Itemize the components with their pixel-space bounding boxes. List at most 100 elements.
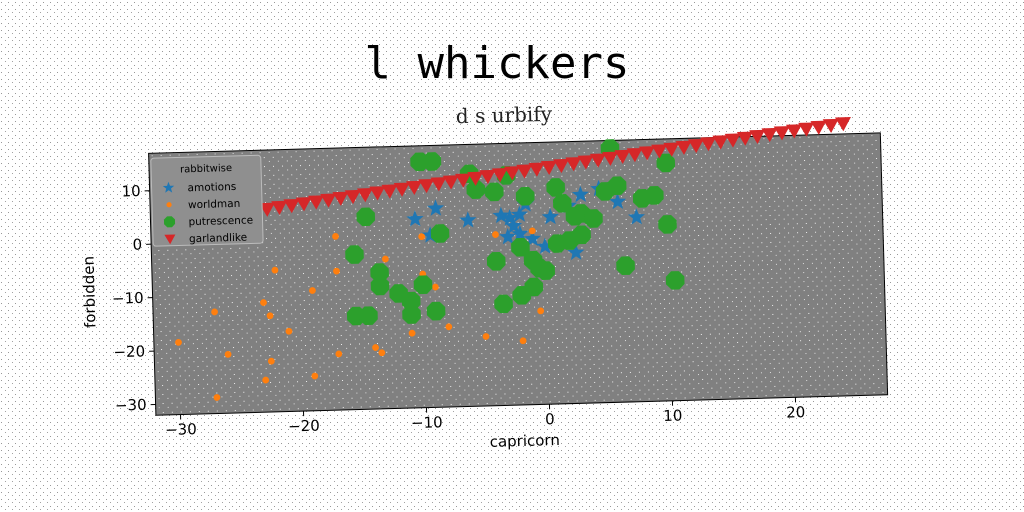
data-point-garlandlike <box>724 133 741 148</box>
data-point-garlandlike <box>516 164 533 179</box>
data-point-putrescence <box>466 180 486 200</box>
legend-marker-amotions <box>162 181 175 193</box>
y-tick-label: 0 <box>132 235 142 253</box>
legend: rabbitwise amotions worldman putrescence ga… <box>150 154 264 247</box>
data-point-worldman <box>335 350 343 358</box>
data-point-garlandlike <box>602 151 619 166</box>
data-point-putrescence <box>402 305 421 324</box>
data-point-garlandlike <box>687 138 704 154</box>
data-point-garlandlike <box>283 198 300 214</box>
data-point-putrescence <box>546 178 566 197</box>
x-tick-label: 10 <box>663 407 683 426</box>
data-point-amotions <box>427 199 445 216</box>
data-point-worldman <box>378 349 386 357</box>
legend-box <box>150 154 264 247</box>
data-point-garlandlike <box>369 186 386 201</box>
data-point-putrescence <box>370 263 389 282</box>
data-point-putrescence <box>616 256 635 276</box>
data-point-garlandlike <box>504 166 521 181</box>
data-point-putrescence <box>426 301 446 321</box>
data-point-worldman <box>175 338 182 346</box>
data-point-garlandlike <box>773 126 790 141</box>
data-point-putrescence <box>511 237 530 257</box>
legend-marker-putrescence <box>163 216 176 228</box>
y-tick-label: 10 <box>121 182 141 201</box>
data-point-garlandlike <box>736 131 753 146</box>
data-point-garlandlike <box>700 137 717 152</box>
data-point-worldman <box>332 232 339 240</box>
data-point-worldman <box>213 394 221 401</box>
data-point-amotions <box>510 205 528 223</box>
data-point-garlandlike <box>356 188 373 203</box>
data-point-amotions <box>492 206 510 224</box>
series-worldman <box>175 227 545 401</box>
data-point-garlandlike <box>614 149 631 165</box>
x-tick-label: 20 <box>786 403 806 422</box>
data-point-worldman <box>266 312 274 320</box>
data-point-amotions <box>571 185 589 203</box>
data-point-amotions <box>499 227 517 245</box>
plot-noise <box>148 132 888 416</box>
data-point-worldman <box>408 329 416 337</box>
data-point-putrescence <box>345 245 364 264</box>
data-point-garlandlike <box>467 171 484 186</box>
data-point-garlandlike <box>258 202 275 217</box>
y-axis-ticks: −30 −20 −10 0 10 <box>112 182 156 415</box>
data-point-worldman <box>381 255 389 263</box>
data-point-putrescence <box>484 182 504 202</box>
data-point-worldman <box>211 308 218 316</box>
data-point-garlandlike <box>553 158 570 174</box>
data-point-putrescence <box>552 193 572 213</box>
x-tick-label: 0 <box>545 410 555 428</box>
data-point-putrescence <box>536 261 556 280</box>
data-point-worldman <box>537 307 545 315</box>
legend-label: amotions <box>187 181 236 194</box>
x-tick-label: −20 <box>288 417 320 436</box>
data-point-garlandlike <box>651 144 668 159</box>
data-point-putrescence <box>584 209 603 228</box>
y-tick-label: −30 <box>115 396 147 415</box>
data-point-garlandlike <box>589 153 606 168</box>
data-point-worldman <box>260 299 267 306</box>
data-point-worldman <box>445 323 453 331</box>
legend-items: amotions worldman putrescence garlandlike <box>162 181 253 246</box>
data-point-worldman <box>372 344 379 351</box>
data-point-amotions <box>541 208 559 225</box>
y-tick-label: −20 <box>113 342 145 361</box>
data-point-garlandlike <box>442 175 459 190</box>
data-point-garlandlike <box>295 197 312 212</box>
x-tick-label: −10 <box>411 413 443 432</box>
data-point-garlandlike <box>675 140 692 155</box>
data-point-putrescence <box>515 186 535 206</box>
data-point-amotions <box>511 224 529 242</box>
data-point-garlandlike <box>798 122 815 137</box>
data-point-putrescence <box>645 186 664 205</box>
data-point-garlandlike <box>455 173 472 188</box>
data-point-worldman <box>285 327 293 335</box>
data-point-putrescence <box>401 291 421 311</box>
series-putrescence <box>345 139 685 326</box>
legend-title: rabbitwise <box>180 163 232 175</box>
data-point-worldman <box>418 233 426 241</box>
data-point-putrescence <box>486 251 506 271</box>
x-tick-label: −30 <box>165 420 197 439</box>
data-point-garlandlike <box>320 193 337 208</box>
data-point-putrescence <box>512 285 532 305</box>
x-axis-label: capricorn <box>489 431 560 451</box>
data-point-garlandlike <box>663 142 680 157</box>
data-point-putrescence <box>656 153 676 173</box>
data-point-garlandlike <box>822 118 839 134</box>
data-point-amotions <box>567 243 585 261</box>
data-point-garlandlike <box>810 120 827 135</box>
data-point-worldman <box>309 287 316 294</box>
data-point-putrescence <box>422 152 442 171</box>
data-point-amotions <box>505 217 523 234</box>
legend-label: garlandlike <box>189 232 247 246</box>
data-point-garlandlike <box>479 169 496 185</box>
data-point-garlandlike <box>418 178 435 194</box>
data-point-putrescence <box>413 275 433 295</box>
data-point-garlandlike <box>393 182 410 197</box>
legend-marker-worldman <box>166 202 172 208</box>
series-garlandlike <box>258 117 851 217</box>
data-point-amotions <box>459 211 477 228</box>
